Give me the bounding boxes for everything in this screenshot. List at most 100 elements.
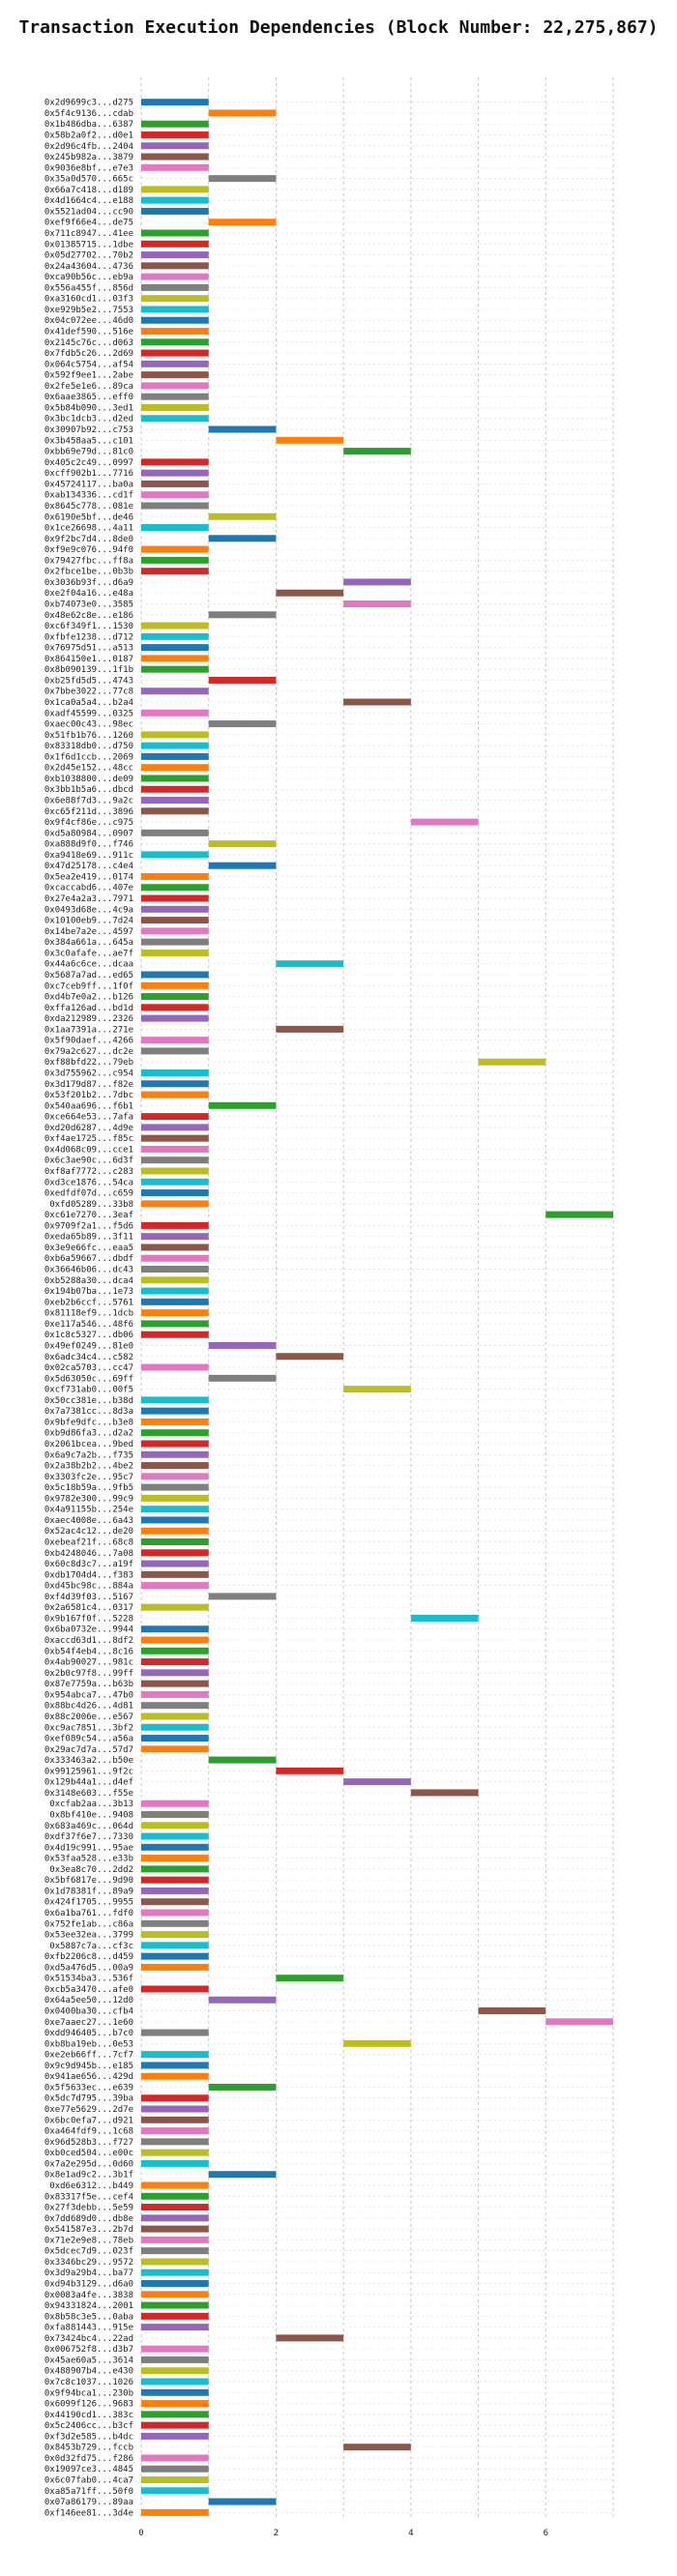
bar [141, 1538, 209, 1546]
bar [141, 1985, 209, 1993]
bar [141, 2258, 209, 2266]
bar [141, 415, 209, 423]
bar [343, 1386, 411, 1393]
y-tick-label: 0x52ac4c12...de20 [44, 1527, 133, 1537]
y-tick-label: 0x3d755962...c954 [44, 1068, 133, 1078]
y-tick-label: 0x36646b06...dc43 [44, 1266, 133, 1275]
y-tick-label: 0x66a7c418...d189 [44, 186, 133, 195]
y-tick-label: 0x8645c778...081e [44, 502, 133, 512]
y-tick-label: 0x5dcec7d9...023f [44, 2247, 133, 2257]
y-tick-label: 0x7a7381cc...8d3a [44, 1407, 133, 1417]
bar [141, 2062, 209, 2069]
y-tick-label: 0x53ee32ea...3799 [44, 1931, 133, 1941]
y-tick-label: 0xeb2b6ccf...5761 [44, 1298, 133, 1307]
y-tick-label: 0xfa881443...915e [44, 2324, 133, 2333]
y-tick-label: 0xd3ce1876...54ca [44, 1178, 133, 1187]
bar [410, 1789, 479, 1797]
bar [141, 1494, 209, 1502]
bar [141, 1134, 209, 1142]
y-tick-label: 0xc9ac7851...3bf2 [44, 1723, 133, 1733]
bar [141, 1418, 209, 1425]
bar [208, 1593, 277, 1600]
bar [141, 1560, 209, 1567]
y-tick-label: 0xf4d39f03...5167 [44, 1593, 133, 1602]
bar [141, 2421, 209, 2429]
y-tick-label: 0x333463a2...b50e [44, 1756, 133, 1766]
bar [141, 2138, 209, 2146]
y-tick-label: 0x99125961...9f2c [44, 1767, 133, 1776]
bar [141, 1014, 209, 1022]
bar [141, 1178, 209, 1186]
y-tick-label: 0x6a1ba761...fdf0 [44, 1909, 133, 1918]
x-tick-label: 0 [138, 2529, 143, 2538]
bar [545, 1211, 613, 1218]
bar [141, 371, 209, 379]
bar [141, 1527, 209, 1535]
bar [141, 1276, 209, 1284]
bar [208, 1341, 277, 1349]
y-tick-label: 0xc61e7270...3eaf [44, 1211, 133, 1220]
bar [141, 283, 209, 291]
bar [141, 1331, 209, 1338]
y-tick-label: 0x556a455f...856d [44, 283, 133, 293]
y-tick-label: 0x129b44a1...d4ef [44, 1778, 133, 1788]
y-tick-label: 0xb4248046...7a08 [44, 1549, 133, 1559]
bar [141, 1865, 209, 1873]
bar [141, 917, 209, 924]
bar [141, 2476, 209, 2484]
y-tick-label: 0xe117a546...48f6 [44, 1320, 133, 1330]
y-tick-label: 0xf146ee81...3d4e [44, 2508, 133, 2518]
y-tick-label: 0x3b458aa5...c101 [44, 436, 133, 446]
y-tick-label: 0x29ac7d7a...57d7 [44, 1745, 133, 1755]
bar [141, 1647, 209, 1654]
bar [141, 295, 209, 303]
y-tick-label: 0x4d19c991...95ae [44, 1843, 133, 1853]
x-tick-label: 4 [408, 2529, 413, 2538]
x-tick-label: 2 [274, 2529, 279, 2538]
bar [141, 545, 209, 553]
y-tick-label: 0x8b090139...1f1b [44, 665, 133, 675]
bar [141, 981, 209, 989]
bar [141, 785, 209, 793]
bar [276, 960, 344, 968]
y-tick-label: 0x1aa7391a...271e [44, 1025, 133, 1035]
y-tick-label: 0x5c18b59a...9fb5 [44, 1483, 133, 1493]
bar [141, 851, 209, 859]
y-tick-label: 0x592f9ee1...2abe [44, 371, 133, 381]
bar [141, 469, 209, 477]
y-tick-label: 0xd94b3129...d6a0 [44, 2279, 133, 2289]
bar [208, 219, 277, 226]
y-tick-label: 0xa85a71ff...50f0 [44, 2487, 133, 2497]
y-tick-label: 0x3bb1b5a6...dbcd [44, 785, 133, 795]
bar [545, 2018, 613, 2026]
y-tick-label: 0xc7ceb9ff...1f0f [44, 981, 133, 991]
y-tick-label: 0xebeaf21f...68c8 [44, 1538, 133, 1548]
y-tick-label: 0x488907b4...e430 [44, 2367, 133, 2377]
bar [141, 622, 209, 629]
bar [141, 142, 209, 150]
y-tick-label: 0x3d9a29b4...ba77 [44, 2269, 133, 2278]
y-tick-labels: 0x2d9699c3...d2750x5f4c9136...cdab0x1b48… [44, 99, 133, 2519]
bar [141, 2236, 209, 2243]
bar [141, 316, 209, 324]
y-tick-label: 0x9c9d945b...e185 [44, 2062, 133, 2071]
y-tick-label: 0x79a2c627...dc2e [44, 1047, 133, 1057]
y-tick-label: 0x540aa696...f6b1 [44, 1101, 133, 1111]
y-tick-label: 0xf8af7772...c283 [44, 1167, 133, 1177]
bar [141, 2378, 209, 2386]
bar [141, 2400, 209, 2408]
bar [141, 2127, 209, 2135]
y-tick-label: 0x7dd689d0...db8e [44, 2214, 133, 2224]
bar [141, 927, 209, 935]
bar [141, 1396, 209, 1404]
y-tick-label: 0x2fbce1be...0b3b [44, 568, 133, 577]
bar [141, 1963, 209, 1971]
y-tick-label: 0x006752f8...d3b7 [44, 2345, 133, 2355]
bar [141, 993, 209, 1001]
bar [208, 425, 277, 433]
bar [141, 1320, 209, 1328]
x-tick-labels: 0 2 4 6 [138, 2529, 548, 2538]
y-tick-label: 0x5887c7a...cf3c [49, 1942, 133, 1951]
y-tick-label: 0x864150e1...0187 [44, 655, 133, 664]
y-tick-label: 0x27f3debb...5e59 [44, 2204, 133, 2213]
